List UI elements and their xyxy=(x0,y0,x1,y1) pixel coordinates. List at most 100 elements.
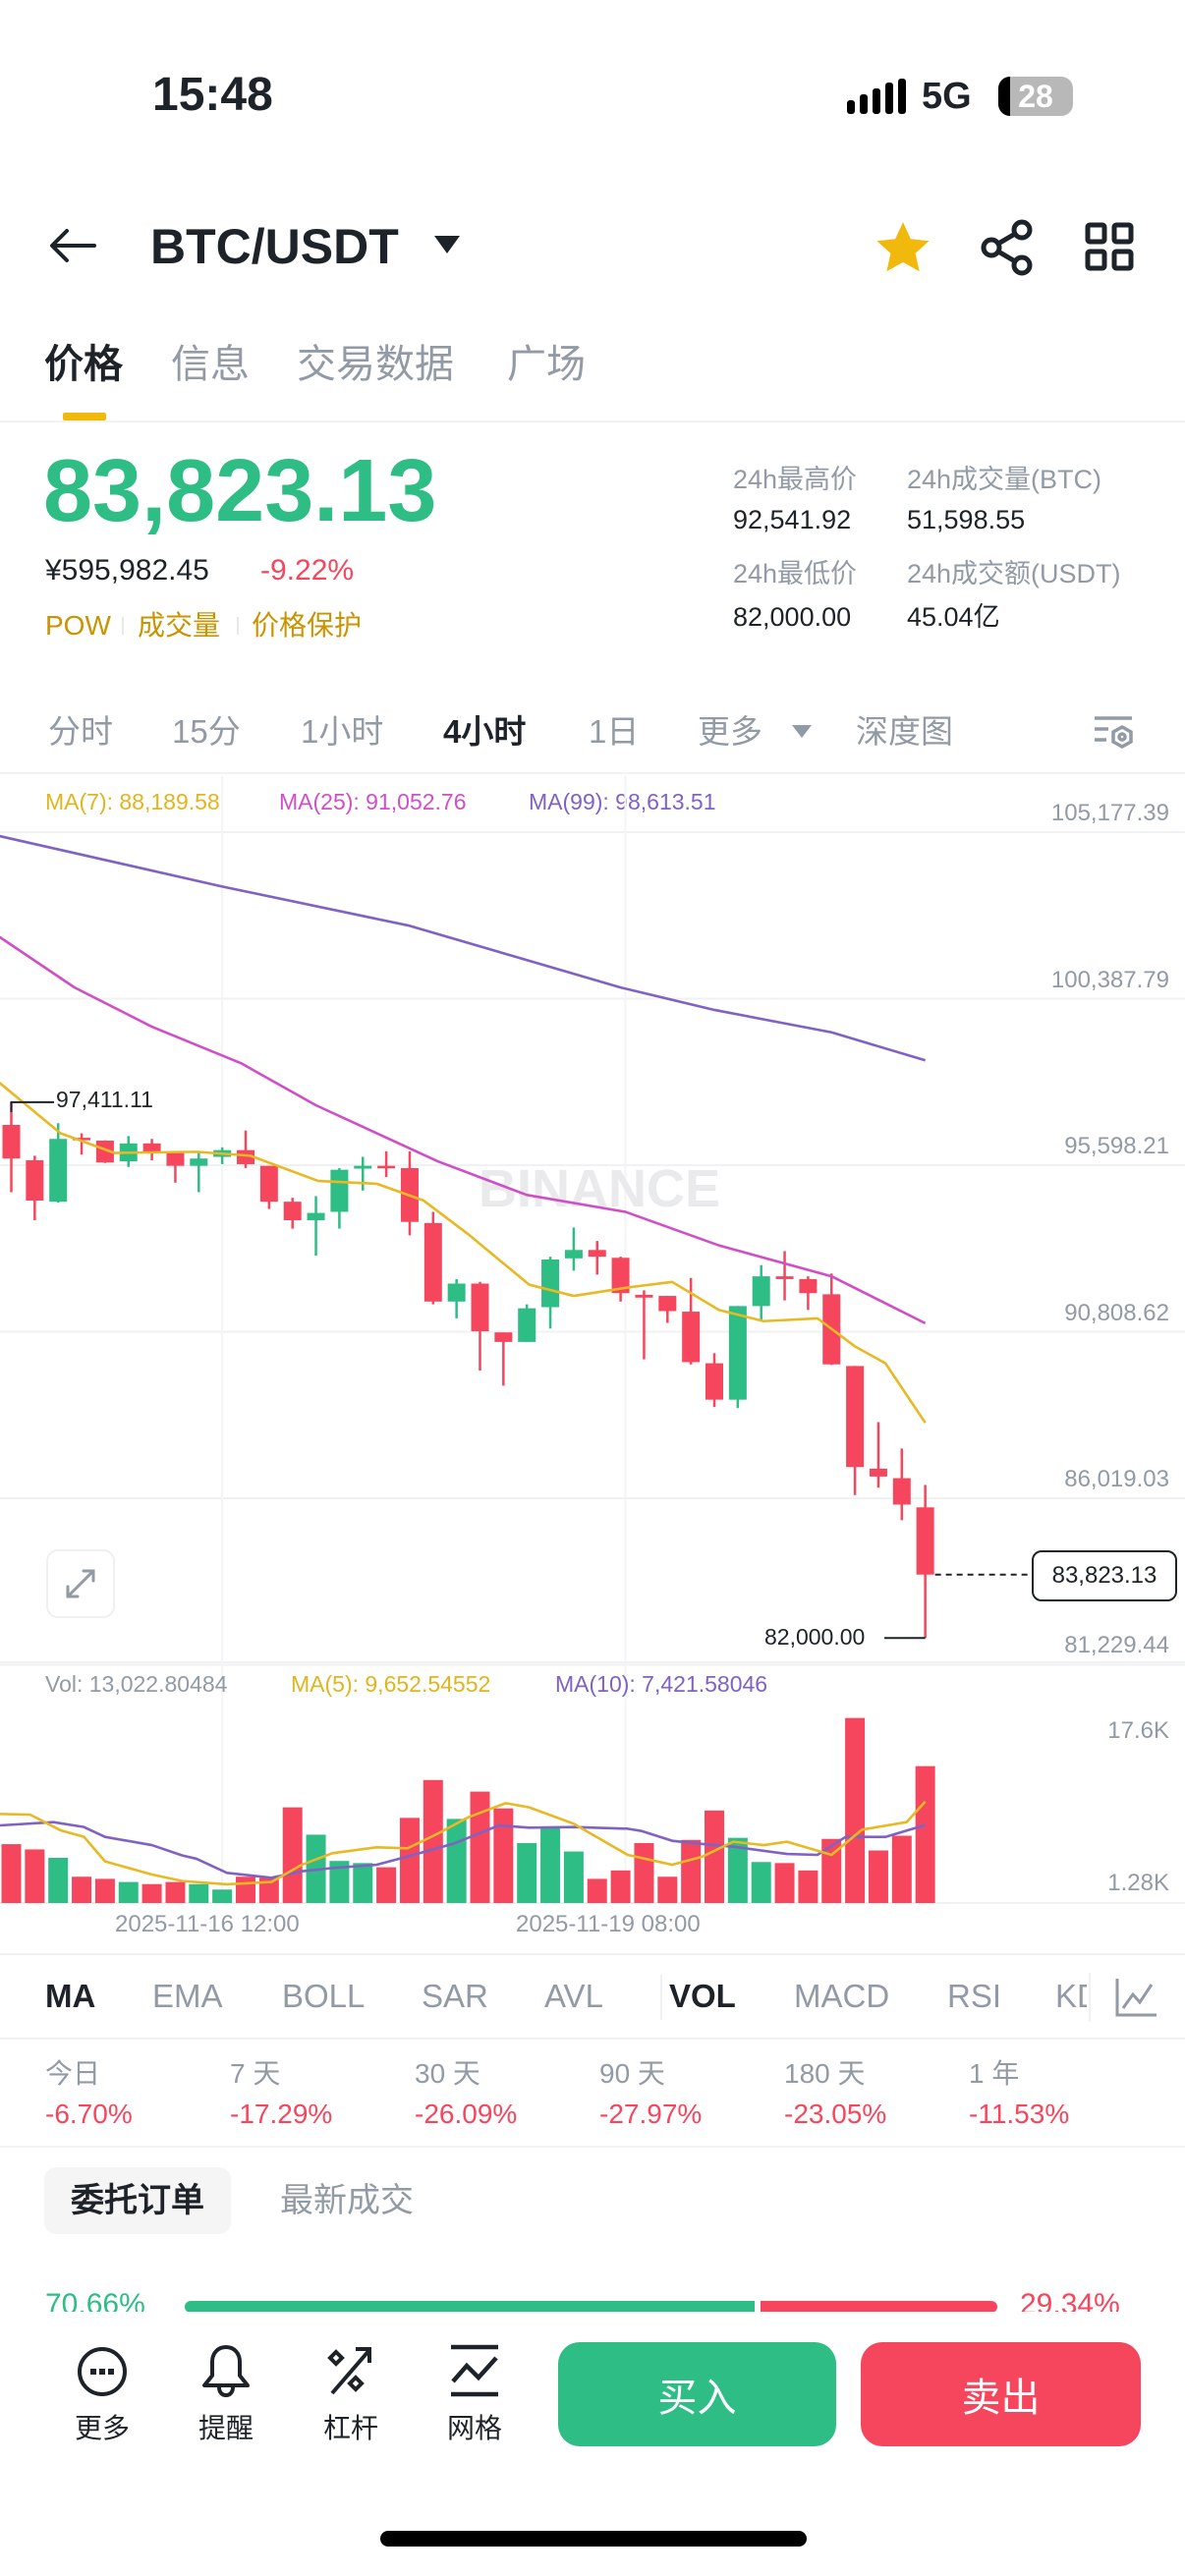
volume-bar xyxy=(399,1818,420,1903)
candle-down xyxy=(611,1258,630,1294)
indicator-settings-chart-icon[interactable] xyxy=(1114,1977,1157,2018)
interval-15m[interactable]: 15分 xyxy=(172,713,241,750)
volume-bar xyxy=(751,1862,771,1903)
volume-bar xyxy=(48,1857,69,1903)
tab-recent-trades[interactable]: 最新成交 xyxy=(280,2182,414,2219)
indicator-kd[interactable]: KD xyxy=(1055,1978,1087,2014)
candle-down xyxy=(73,1138,91,1141)
volume-bar xyxy=(141,1883,162,1903)
ma25-line xyxy=(0,935,927,1325)
volume-ma10-line xyxy=(0,1820,927,1879)
grid-menu-icon[interactable] xyxy=(1085,222,1134,271)
tab-price[interactable]: 价格 xyxy=(44,343,123,386)
interval-4h[interactable]: 4小时 xyxy=(443,713,527,750)
candle-down xyxy=(142,1143,161,1152)
indicator-ema[interactable]: EMA xyxy=(152,1978,223,2014)
volume-bar xyxy=(353,1863,373,1903)
candle-down xyxy=(799,1278,818,1294)
indicator-macd[interactable]: MACD xyxy=(794,1978,890,2014)
perf-label-today: 今日 xyxy=(45,2058,101,2089)
candle-down xyxy=(400,1167,419,1222)
nav-more-label[interactable]: 更多 xyxy=(74,2413,130,2443)
perf-label-180d: 180 天 xyxy=(784,2058,866,2089)
indicator-rsi[interactable]: RSI xyxy=(947,1978,1002,2014)
nav-leverage-label[interactable]: 杠杆 xyxy=(322,2413,378,2443)
volume-ma5-legend: MA(5): 9,652.54552 xyxy=(291,1671,491,1697)
candle-down xyxy=(658,1296,677,1312)
volume-bar xyxy=(306,1834,326,1903)
volume-bar xyxy=(94,1878,115,1903)
candle-down xyxy=(775,1276,794,1279)
indicator-vol[interactable]: VOL xyxy=(669,1978,736,2014)
pair-title[interactable]: BTC/USDT xyxy=(150,219,399,274)
divider xyxy=(0,2038,1185,2040)
volume-bar xyxy=(634,1843,654,1903)
ma7-legend: MA(7): 88,189.58 xyxy=(45,789,220,814)
volume-bar xyxy=(705,1810,724,1903)
volume-bar xyxy=(774,1863,795,1903)
volume-legend: Vol: 13,022.80484 xyxy=(45,1671,228,1697)
tab-info[interactable]: 信息 xyxy=(171,343,250,386)
indicator-boll[interactable]: BOLL xyxy=(282,1978,366,2014)
volume-bar xyxy=(258,1877,279,1903)
indicator-sar[interactable]: SAR xyxy=(422,1978,488,2014)
tag-pow[interactable]: POW xyxy=(45,610,111,641)
volume-bar xyxy=(1,1844,22,1903)
favorite-star-icon[interactable] xyxy=(876,222,930,273)
expand-chart-button[interactable] xyxy=(46,1549,115,1618)
candle-up xyxy=(213,1149,232,1157)
ma25-legend: MA(25): 91,052.76 xyxy=(279,789,467,814)
stat-label-low: 24h最低价 xyxy=(733,559,858,588)
candle-up xyxy=(119,1143,138,1162)
chart-settings-icon[interactable] xyxy=(1093,715,1134,753)
interval-timeline[interactable]: 分时 xyxy=(48,713,113,750)
interval-more[interactable]: 更多 xyxy=(698,713,762,750)
perf-value-30d: -26.09% xyxy=(415,2099,518,2129)
more-caret-icon[interactable] xyxy=(792,725,812,739)
price-axis-label: 81,229.44 xyxy=(1064,1632,1169,1658)
tag-volume[interactable]: 成交量 xyxy=(138,610,221,641)
price-axis-label: 90,808.62 xyxy=(1064,1300,1169,1326)
indicator-avl[interactable]: AVL xyxy=(544,1978,603,2014)
divider xyxy=(0,420,1185,422)
stat-label-high: 24h最高价 xyxy=(733,465,858,494)
volume-bar xyxy=(915,1765,935,1903)
battery-icon: 28 xyxy=(998,77,1073,116)
leverage-icon[interactable] xyxy=(326,2344,375,2397)
pair-dropdown-caret-icon[interactable] xyxy=(434,236,460,255)
tab-order-book[interactable]: 委托订单 xyxy=(44,2167,231,2234)
nav-alert-label[interactable]: 提醒 xyxy=(198,2413,254,2443)
back-arrow-icon[interactable] xyxy=(49,228,96,263)
nav-grid-label[interactable]: 网格 xyxy=(446,2413,502,2443)
more-icon[interactable] xyxy=(77,2346,128,2397)
grid-trading-icon[interactable] xyxy=(448,2344,501,2397)
volume-ma10-legend: MA(10): 7,421.58046 xyxy=(555,1671,768,1697)
indicator-ma[interactable]: MA xyxy=(45,1978,96,2014)
candle-down xyxy=(916,1507,934,1575)
interval-1h[interactable]: 1小时 xyxy=(301,713,384,750)
tag-price-protection[interactable]: 价格保护 xyxy=(252,610,363,641)
sell-button[interactable]: 卖出 xyxy=(861,2342,1141,2446)
candle-down xyxy=(471,1283,489,1332)
buy-ratio-bar xyxy=(185,2301,756,2313)
candle-up xyxy=(354,1165,372,1169)
candle-down xyxy=(869,1468,887,1477)
indicator-separator xyxy=(1089,1973,1091,2022)
alert-bell-icon[interactable] xyxy=(200,2344,252,2399)
price-axis-label: 86,019.03 xyxy=(1064,1466,1169,1492)
candle-down xyxy=(283,1202,302,1221)
buy-button[interactable]: 买入 xyxy=(558,2342,836,2446)
tag-separator xyxy=(237,617,239,635)
volume-bar xyxy=(25,1849,45,1903)
tab-trading-data[interactable]: 交易数据 xyxy=(297,343,454,386)
interval-depth[interactable]: 深度图 xyxy=(856,713,953,750)
volume-bar xyxy=(681,1839,702,1903)
candle-down xyxy=(682,1312,701,1363)
tab-square[interactable]: 广场 xyxy=(507,343,586,386)
candle-down xyxy=(846,1366,865,1468)
volume-bar xyxy=(493,1808,514,1903)
share-icon[interactable] xyxy=(981,219,1034,276)
candle-up xyxy=(49,1139,68,1203)
candle-up xyxy=(541,1259,560,1308)
interval-1d[interactable]: 1日 xyxy=(589,713,640,750)
